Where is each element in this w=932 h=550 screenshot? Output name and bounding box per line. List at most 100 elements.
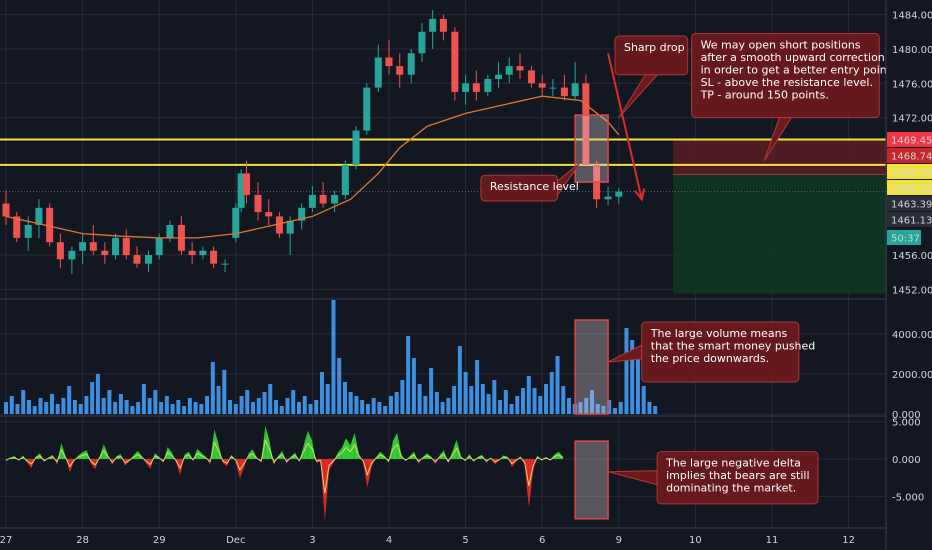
delta-area-segment xyxy=(222,459,228,467)
candle-body xyxy=(275,216,283,234)
delta-area-segment xyxy=(167,447,172,460)
highlight-box xyxy=(574,319,609,415)
volume-bar xyxy=(509,404,514,414)
candle-body xyxy=(221,263,229,265)
volume-bar xyxy=(521,388,526,414)
volume-bar xyxy=(182,406,187,414)
highlight-boxes xyxy=(574,114,609,520)
candle-body xyxy=(418,31,426,54)
candle-body xyxy=(13,216,21,238)
candle-body xyxy=(133,255,141,264)
annotation-text: after a smooth upward correction xyxy=(701,51,885,64)
volume-bar xyxy=(78,404,83,414)
volume-bar xyxy=(417,384,422,414)
candle-body xyxy=(352,130,360,165)
volume-bar xyxy=(578,402,583,414)
x-tick-label: 3 xyxy=(309,535,315,546)
volume-tick-label: 4000.000 xyxy=(892,330,932,341)
volume-bar xyxy=(342,382,347,414)
volume-bar xyxy=(279,406,284,414)
price-tick-label: 1456.000 xyxy=(892,251,932,262)
volume-bar xyxy=(9,396,14,414)
volume-bar xyxy=(262,392,267,414)
candle-body xyxy=(56,242,64,260)
delta-area-segment xyxy=(163,447,168,463)
volume-bar xyxy=(291,390,296,414)
x-tick-label: 11 xyxy=(766,535,779,546)
candle-body xyxy=(254,194,262,213)
volume-bar xyxy=(371,398,376,414)
volume-bar xyxy=(61,398,66,414)
candle-body xyxy=(24,225,32,238)
volume-bar xyxy=(434,392,439,414)
volume-bar xyxy=(503,390,508,414)
volume-bar xyxy=(457,346,462,414)
candle-body xyxy=(68,250,76,260)
annotation-text: Sharp drop xyxy=(624,41,685,54)
volume-bar xyxy=(285,398,290,414)
volume-bar xyxy=(245,390,250,414)
volume-bar xyxy=(429,368,434,414)
volume-bar xyxy=(635,356,640,414)
delta-area-segment xyxy=(346,438,351,460)
volume-bar xyxy=(388,396,393,414)
delta-area-segment xyxy=(214,429,219,460)
delta-area-segment xyxy=(180,454,185,476)
candle-body xyxy=(331,194,339,204)
volume-bar xyxy=(296,402,301,414)
delta-area-segment xyxy=(265,425,270,460)
annotation-text: the price downwards. xyxy=(651,352,769,365)
arrow-head xyxy=(634,188,646,202)
volume-bar xyxy=(107,390,112,414)
candle-body xyxy=(237,173,245,208)
volume-bar xyxy=(26,400,31,414)
x-tick-label: 10 xyxy=(689,535,702,546)
volume-bar xyxy=(377,402,382,414)
volume-bar xyxy=(38,398,43,414)
annotation-text: The large negative delta xyxy=(665,457,801,470)
delta-area-segment xyxy=(235,459,240,479)
candle-body xyxy=(604,196,612,200)
volume-bar xyxy=(308,404,313,414)
delta-area-segment xyxy=(239,459,245,479)
volume-bar xyxy=(205,396,210,414)
price-tag-label: 1461.136 xyxy=(891,215,932,226)
volume-bar xyxy=(210,362,215,414)
highlight-box xyxy=(574,440,609,520)
candle-body xyxy=(319,194,327,204)
delta-area-segment xyxy=(210,429,215,465)
price-tag-label: 1468.746 xyxy=(891,151,932,162)
volume-tick-label: 0.000 xyxy=(892,410,921,421)
volume-bar xyxy=(90,382,95,414)
volume-bar xyxy=(653,406,658,414)
candle-body xyxy=(429,18,437,32)
candle-body xyxy=(407,53,415,75)
volume-bar xyxy=(515,396,520,414)
candle-body xyxy=(89,242,97,251)
candle-body xyxy=(472,83,480,92)
price-tag xyxy=(887,131,932,147)
candle-body xyxy=(538,83,546,88)
x-tick-label: 5 xyxy=(462,535,468,546)
sharp-drop-arrow xyxy=(607,53,646,202)
volume-bar xyxy=(319,372,324,414)
price-axis-background xyxy=(887,0,932,550)
price-tag-label: 1468.500 xyxy=(891,167,932,178)
volume-bar xyxy=(630,340,635,414)
delta-area-segment xyxy=(95,456,100,470)
price-tick-label: 1476.000 xyxy=(892,79,932,90)
volume-bar xyxy=(360,400,365,414)
delta-area-segment xyxy=(91,459,96,470)
x-tick-label: 4 xyxy=(386,535,392,546)
delta-area-segment xyxy=(65,456,70,473)
candle-body xyxy=(188,250,196,256)
annotation-text: SL - above the resistance level. xyxy=(701,76,873,89)
volume-bar xyxy=(199,404,204,414)
price-tag-label: 1469.458 xyxy=(891,135,932,146)
candle-body xyxy=(385,57,393,67)
delta-area-segment xyxy=(392,432,398,460)
delta-tick-label: 5.000 xyxy=(892,418,921,429)
volume-bar xyxy=(532,388,537,414)
candle-body xyxy=(549,87,557,89)
moving-average-series xyxy=(5,95,620,239)
